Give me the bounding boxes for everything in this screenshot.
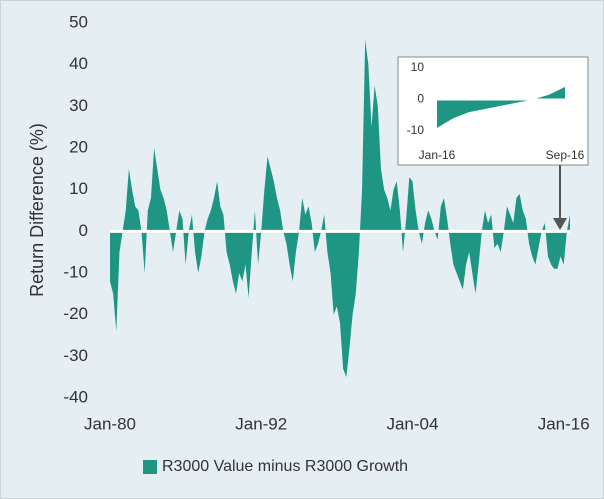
area: [110, 39, 570, 378]
y-tick-label: 40: [69, 54, 88, 73]
inset-chart: -10 0 10 Jan-16 Sep-16: [407, 60, 585, 162]
y-tick-label: 30: [69, 96, 88, 115]
arrow-head: [553, 218, 567, 230]
x-tick-label: Jan-80: [84, 414, 136, 433]
area: [437, 86, 565, 128]
y-tick-label: -30: [63, 346, 88, 365]
main-chart: -40 -30 -20 -10 0 10 20 30 40 50 Jan-80 Jan-92 Jan-0…: [63, 12, 589, 433]
y-tick-label: 0: [79, 221, 88, 240]
y-tick-label: -40: [63, 387, 88, 406]
x-tick-label: Jan-16: [538, 414, 590, 433]
y-tick-label: 50: [69, 12, 88, 31]
x-tick-label: Jan-16: [419, 148, 456, 162]
legend-label: R3000 Value minus R3000 Growth: [162, 458, 408, 475]
legend-swatch: [143, 460, 157, 474]
x-tick-label: Jan-92: [235, 414, 287, 433]
y-tick-label: -10: [407, 123, 425, 137]
y-tick-label: 10: [69, 179, 88, 198]
y-tick-label: 20: [69, 137, 88, 156]
x-tick-label: Sep-16: [546, 148, 585, 162]
x-tick-label: Jan-04: [386, 414, 438, 433]
y-tick-label: 10: [411, 60, 425, 74]
inset-box: [397, 56, 589, 166]
y-tick-label: -10: [63, 262, 88, 281]
y-tick-label: 0: [417, 92, 424, 106]
y-tick-label: -20: [63, 304, 88, 323]
y-axis-label: Return Difference (%): [27, 123, 47, 297]
